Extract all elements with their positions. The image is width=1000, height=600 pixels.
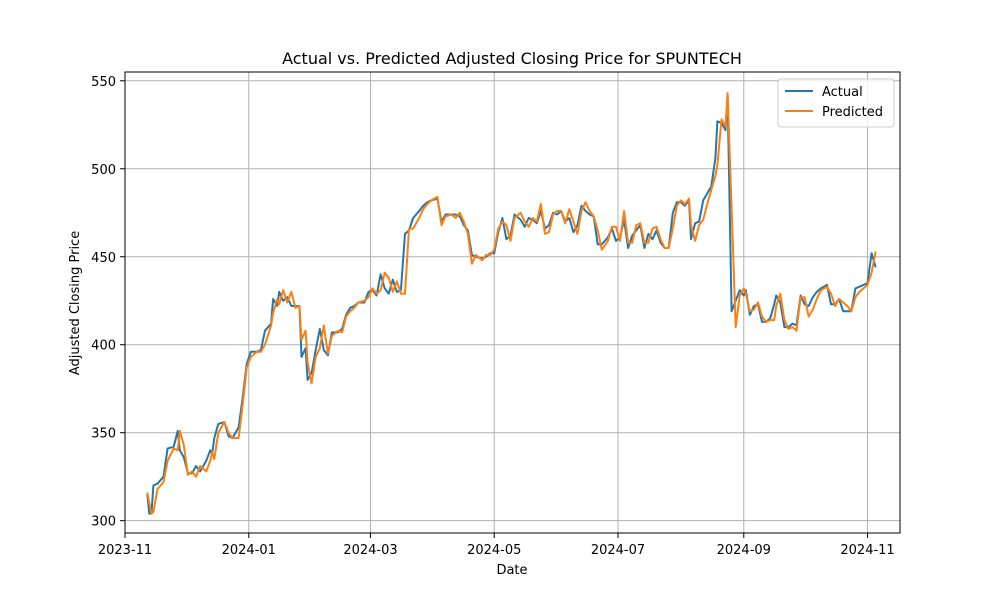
y-axis-ticks: 300 350 400 450 500 550 — [91, 75, 125, 530]
x-tick-label: 2024-09 — [717, 543, 771, 558]
legend-label-predicted: Predicted — [822, 105, 883, 120]
grid-lines — [124, 72, 900, 533]
y-tick-label: 550 — [91, 75, 116, 90]
y-tick-label: 500 — [91, 163, 116, 178]
x-tick-label: 2024-07 — [591, 543, 645, 558]
chart-title: Actual vs. Predicted Adjusted Closing Pr… — [282, 49, 742, 68]
x-axis-ticks: 2023-11 2024-01 2024-03 2024-05 2024-07 2024-… — [98, 533, 895, 558]
x-tick-label: 2024-05 — [467, 543, 521, 558]
x-tick-label: 2024-11 — [840, 543, 894, 558]
series-line-actual — [146, 95, 877, 515]
y-tick-label: 300 — [91, 515, 116, 530]
x-tick-label: 2024-01 — [222, 543, 276, 558]
y-tick-label: 400 — [91, 339, 116, 354]
x-tick-label: 2023-11 — [98, 543, 152, 558]
series-lines — [146, 92, 877, 515]
series-line-predicted — [146, 92, 877, 515]
plot-area-frame — [124, 71, 901, 534]
y-tick-label: 350 — [91, 427, 116, 442]
legend: Actual Predicted — [777, 78, 895, 128]
y-axis-label: Adjusted Closing Price — [68, 231, 83, 375]
x-tick-label: 2024-03 — [343, 543, 397, 558]
x-axis-label: Date — [496, 563, 527, 578]
y-tick-label: 450 — [91, 251, 116, 266]
legend-label-actual: Actual — [822, 85, 863, 100]
